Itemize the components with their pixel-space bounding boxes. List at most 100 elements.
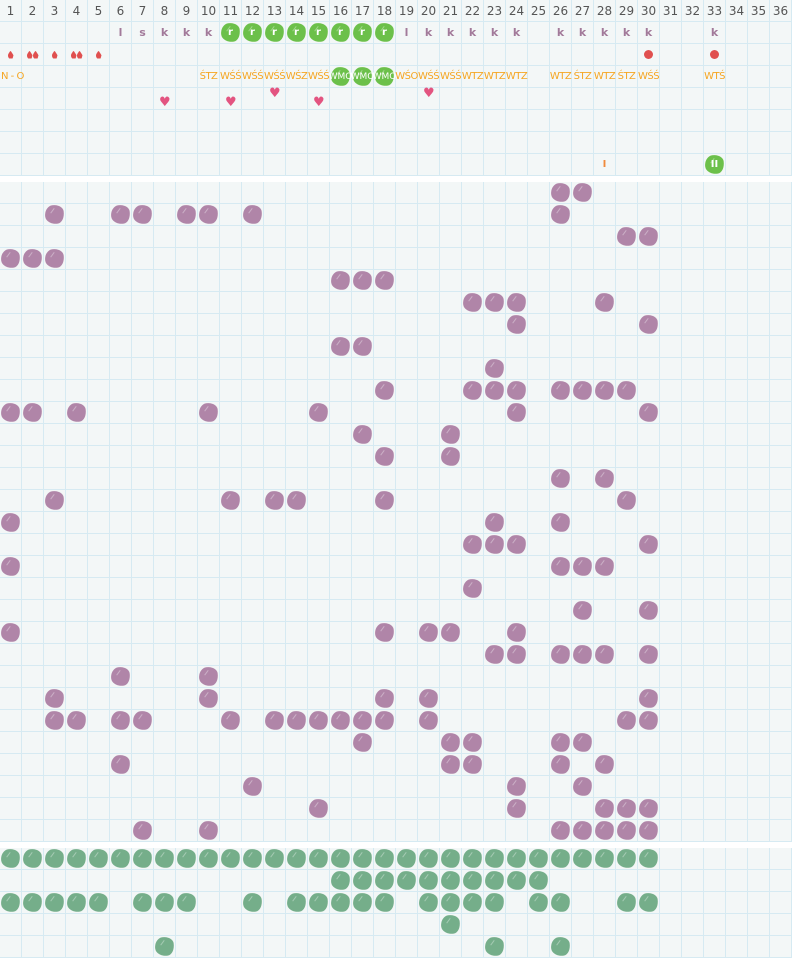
grid-cell[interactable] [0, 534, 22, 556]
grid-cell[interactable] [374, 314, 396, 336]
grid-cell[interactable] [44, 88, 66, 110]
grid-cell[interactable] [462, 600, 484, 622]
grid-cell[interactable] [131, 819, 154, 842]
green-mark[interactable] [351, 891, 374, 914]
grid-cell[interactable] [418, 204, 440, 226]
grid-cell[interactable] [440, 226, 462, 248]
grid-cell[interactable] [176, 270, 198, 292]
grid-cell[interactable] [616, 512, 638, 534]
grid-cell[interactable] [682, 644, 704, 666]
grid-cell[interactable] [44, 314, 66, 336]
grid-cell[interactable] [571, 555, 594, 578]
purple-mark[interactable] [505, 621, 528, 644]
purple-mark[interactable] [373, 379, 396, 402]
grid-cell[interactable] [110, 820, 132, 842]
grid-cell[interactable] [770, 204, 792, 226]
green-mark[interactable] [219, 847, 242, 870]
grid-cell[interactable] [528, 336, 550, 358]
grid-cell[interactable] [65, 709, 88, 732]
grid-cell[interactable] [748, 870, 770, 892]
grid-cell[interactable] [440, 88, 462, 110]
purple-mark[interactable] [615, 797, 638, 820]
grid-cell[interactable] [110, 644, 132, 666]
grid-cell[interactable] [572, 892, 594, 914]
grid-cell[interactable] [396, 204, 418, 226]
grid-cell[interactable] [770, 270, 792, 292]
grid-cell[interactable] [440, 556, 462, 578]
grid-cell[interactable] [176, 44, 198, 66]
grid-cell[interactable] [66, 914, 88, 936]
grid-cell[interactable] [462, 132, 484, 154]
grid-cell[interactable] [396, 314, 418, 336]
grid-cell[interactable] [704, 754, 726, 776]
grid-cell[interactable] [594, 226, 616, 248]
grid-cell[interactable] [770, 914, 792, 936]
grid-cell[interactable] [352, 204, 374, 226]
grid-cell[interactable]: 31 [660, 0, 682, 22]
grid-cell[interactable] [330, 754, 352, 776]
grid-cell[interactable]: k [418, 22, 440, 44]
grid-cell[interactable] [528, 666, 550, 688]
grid-cell[interactable] [616, 182, 638, 204]
grid-cell[interactable] [374, 914, 396, 936]
grid-cell[interactable] [660, 380, 682, 402]
purple-mark[interactable] [351, 335, 374, 358]
purple-mark[interactable] [461, 753, 484, 776]
grid-cell[interactable] [528, 914, 550, 936]
grid-cell[interactable]: r [263, 21, 286, 44]
grid-cell[interactable] [176, 776, 198, 798]
green-mark[interactable] [351, 847, 374, 870]
grid-cell[interactable] [726, 204, 748, 226]
purple-mark[interactable] [571, 775, 594, 798]
grid-cell[interactable] [308, 512, 330, 534]
grid-cell[interactable] [726, 578, 748, 600]
grid-cell[interactable] [396, 710, 418, 732]
grid-cell[interactable] [396, 132, 418, 154]
grid-cell[interactable] [484, 578, 506, 600]
grid-cell[interactable] [748, 336, 770, 358]
grid-cell[interactable] [418, 798, 440, 820]
grid-cell[interactable] [594, 132, 616, 154]
grid-cell[interactable] [44, 870, 66, 892]
grid-cell[interactable] [242, 556, 264, 578]
purple-mark[interactable] [131, 819, 154, 842]
green-mark[interactable] [175, 891, 198, 914]
grid-cell[interactable] [374, 556, 396, 578]
grid-cell[interactable] [418, 314, 440, 336]
grid-cell[interactable] [770, 132, 792, 154]
grid-cell[interactable] [110, 88, 132, 110]
grid-cell[interactable] [330, 622, 352, 644]
grid-cell[interactable] [109, 709, 132, 732]
purple-mark[interactable] [461, 731, 484, 754]
grid-cell[interactable] [528, 358, 550, 380]
grid-cell[interactable] [594, 88, 616, 110]
grid-cell[interactable] [704, 358, 726, 380]
grid-cell[interactable] [242, 402, 264, 424]
grid-cell[interactable] [660, 468, 682, 490]
green-mark[interactable] [593, 847, 616, 870]
grid-cell[interactable] [132, 798, 154, 820]
purple-mark[interactable] [593, 467, 616, 490]
grid-cell[interactable] [550, 710, 572, 732]
grid-cell[interactable] [308, 446, 330, 468]
grid-cell[interactable] [484, 270, 506, 292]
grid-cell[interactable] [374, 534, 396, 556]
grid-cell[interactable] [88, 402, 110, 424]
grid-cell[interactable] [242, 88, 264, 110]
grid-cell[interactable] [0, 468, 22, 490]
grid-cell[interactable] [462, 644, 484, 666]
grid-cell[interactable] [44, 292, 66, 314]
grid-cell[interactable] [66, 358, 88, 380]
grid-cell[interactable] [483, 291, 506, 314]
grid-cell[interactable] [242, 336, 264, 358]
purple-mark[interactable] [571, 599, 594, 622]
grid-cell[interactable] [770, 468, 792, 490]
grid-cell[interactable]: r [241, 21, 264, 44]
grid-cell[interactable] [726, 468, 748, 490]
grid-cell[interactable] [748, 820, 770, 842]
grid-cell[interactable] [88, 270, 110, 292]
grid-cell[interactable] [682, 182, 704, 204]
grid-cell[interactable] [770, 512, 792, 534]
grid-cell[interactable] [439, 913, 462, 936]
grid-cell[interactable] [682, 754, 704, 776]
